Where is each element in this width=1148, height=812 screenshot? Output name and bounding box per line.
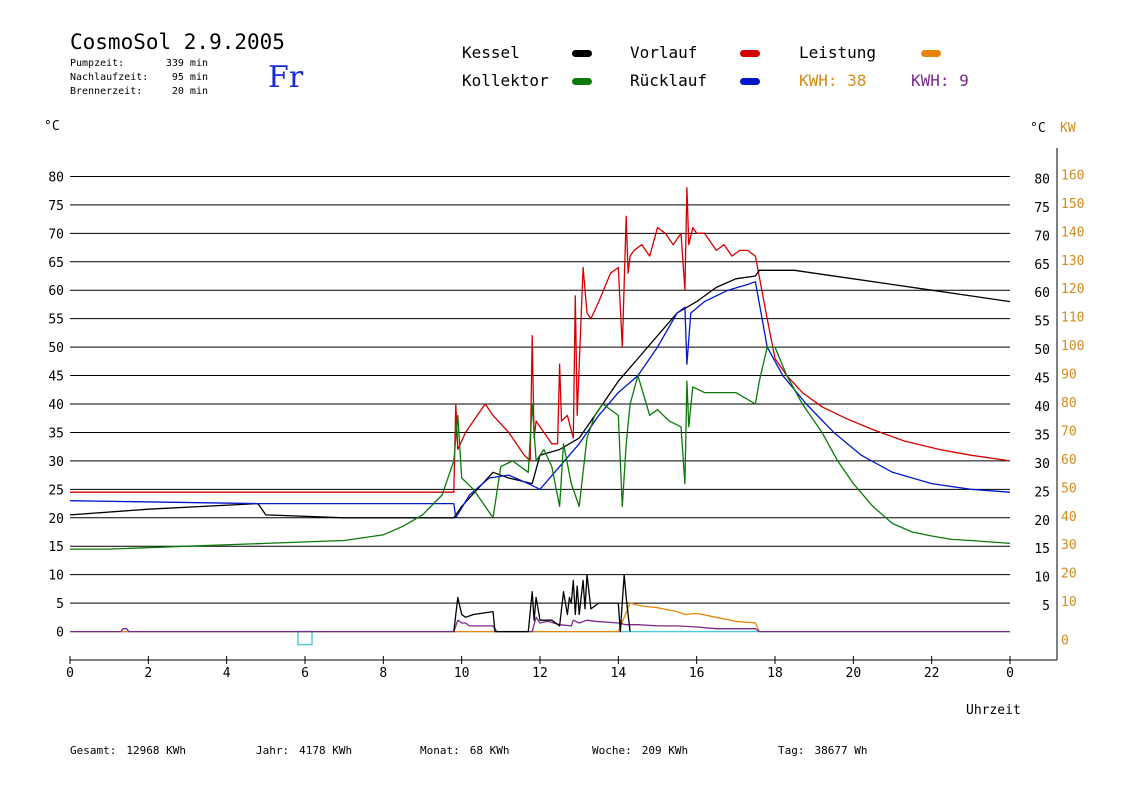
legend-leistung: Leistung <box>799 43 877 62</box>
kw-tick-label: 40 <box>1061 510 1077 525</box>
y-tick-label-right: 70 <box>1034 229 1050 244</box>
y-tick-label-right: 10 <box>1034 571 1050 586</box>
y-tick-label-right: 15 <box>1034 542 1050 557</box>
legend-vorlauf: Vorlauf <box>630 43 698 62</box>
y-tick-label-left: 45 <box>48 370 64 385</box>
y-tick-label-right: 45 <box>1034 372 1050 387</box>
y-tick-label-left: 55 <box>48 313 64 328</box>
legend-kessel: Kessel <box>462 43 520 62</box>
stat-pumpzeit: Pumpzeit: 339 min <box>70 58 208 69</box>
stat-brennerzeit: Brennerzeit: 20 min <box>70 86 208 97</box>
kw-tick-label: 140 <box>1061 225 1084 240</box>
y-unit-left: °C <box>44 119 60 134</box>
series-line-leistung <box>70 602 760 633</box>
footer-monat: Monat: 68 KWh <box>420 744 510 757</box>
time-marker <box>297 630 313 646</box>
series-line-rcklauf <box>69 281 1011 519</box>
kw-tick-label: 160 <box>1061 168 1084 183</box>
y-unit-right: °C <box>1030 121 1046 136</box>
kw-tick-label: 50 <box>1061 481 1077 496</box>
y-tick-label-right: 75 <box>1034 201 1050 216</box>
x-tick-label: 16 <box>689 666 705 681</box>
x-tick-label: 6 <box>301 666 309 681</box>
y-tick-label-left: 0 <box>56 626 64 641</box>
stat-nachlaufzeit: Nachlaufzeit: 95 min <box>70 72 208 83</box>
series-line-kollektor <box>70 346 1011 550</box>
kw-tick-label: 80 <box>1061 396 1077 411</box>
footer-woche: Woche: 209 KWh <box>592 744 689 757</box>
y-tick-label-right: 25 <box>1034 485 1050 500</box>
weekday-label: Fr <box>268 60 304 95</box>
x-tick-label: 20 <box>846 666 862 681</box>
kw-tick-label: 120 <box>1061 282 1084 297</box>
x-tick-label: 4 <box>223 666 231 681</box>
y-tick-label-left: 5 <box>56 597 64 612</box>
legend-kollektor: Kollektor <box>462 71 549 90</box>
y-tick-label-right: 35 <box>1034 428 1050 443</box>
kw-tick-label: 150 <box>1061 197 1084 212</box>
legend-vorlauf-swatch <box>740 50 760 57</box>
y-tick-label-right: 55 <box>1034 315 1050 330</box>
y-tick-label-left: 25 <box>48 483 64 498</box>
y-tick-label-left: 30 <box>48 455 64 470</box>
page-title: CosmoSol 2.9.2005 <box>70 30 285 54</box>
kw-tick-label: 10 <box>1061 595 1077 610</box>
series-line-brenner <box>453 574 631 633</box>
legend-kwh-solar: KWH: 38 <box>799 71 867 90</box>
series-line-heizung <box>70 616 1010 633</box>
kw-tick-label: 110 <box>1061 311 1084 326</box>
x-tick-label: 22 <box>924 666 940 681</box>
x-tick-label: 14 <box>611 666 627 681</box>
x-tick-label: 2 <box>144 666 152 681</box>
y-tick-label-right: 5 <box>1042 599 1050 614</box>
y-tick-label-right: 60 <box>1034 286 1050 301</box>
y-tick-label-left: 75 <box>48 199 64 214</box>
y-tick-label-left: 50 <box>48 341 64 356</box>
kw-tick-label: 60 <box>1061 453 1077 468</box>
legend-kwh-heizung: KWH: 9 <box>911 71 969 90</box>
legend-ruecklauf-swatch <box>740 78 760 85</box>
y-tick-label-right: 40 <box>1034 400 1050 415</box>
y-tick-label-left: 80 <box>48 170 64 185</box>
x-tick-label: 18 <box>767 666 783 681</box>
kw-unit: KW <box>1060 121 1076 136</box>
y-tick-label-right: 80 <box>1034 172 1050 187</box>
x-tick-label: 0 <box>66 666 74 681</box>
kw-tick-label: 100 <box>1061 339 1084 354</box>
series-line-kessel <box>69 269 1011 519</box>
y-tick-label-left: 65 <box>48 256 64 271</box>
x-axis-label: Uhrzeit <box>966 703 1021 718</box>
y-tick-label-right: 50 <box>1034 343 1050 358</box>
kw-tick-label: 70 <box>1061 424 1077 439</box>
footer-gesamt: Gesamt: 12968 KWh <box>70 744 186 757</box>
y-tick-label-left: 60 <box>48 284 64 299</box>
legend-kessel-swatch <box>572 50 592 57</box>
y-tick-label-right: 20 <box>1034 514 1050 529</box>
y-tick-label-left: 40 <box>48 398 64 413</box>
y-tick-label-left: 15 <box>48 540 64 555</box>
y-tick-label-left: 70 <box>48 227 64 242</box>
y-tick-label-right: 65 <box>1034 258 1050 273</box>
legend-leistung-swatch <box>921 50 941 57</box>
kw-tick-label: 0 <box>1061 634 1069 649</box>
kw-tick-label: 30 <box>1061 538 1077 553</box>
x-tick-label: 0 <box>1006 666 1014 681</box>
x-tick-label: 12 <box>532 666 548 681</box>
kw-tick-label: 90 <box>1061 368 1077 383</box>
x-tick-label: 8 <box>379 666 387 681</box>
y-tick-label-left: 35 <box>48 426 64 441</box>
legend-ruecklauf: Rücklauf <box>630 71 708 90</box>
y-tick-label-right: 30 <box>1034 457 1050 472</box>
x-tick-label: 10 <box>454 666 470 681</box>
footer-tag: Tag: 38677 Wh <box>778 744 868 757</box>
kw-tick-label: 20 <box>1061 567 1077 582</box>
y-tick-label-left: 20 <box>48 512 64 527</box>
legend-kollektor-swatch <box>572 78 592 85</box>
y-tick-label-left: 10 <box>48 569 64 584</box>
footer-jahr: Jahr: 4178 KWh <box>256 744 353 757</box>
kw-tick-label: 130 <box>1061 254 1084 269</box>
